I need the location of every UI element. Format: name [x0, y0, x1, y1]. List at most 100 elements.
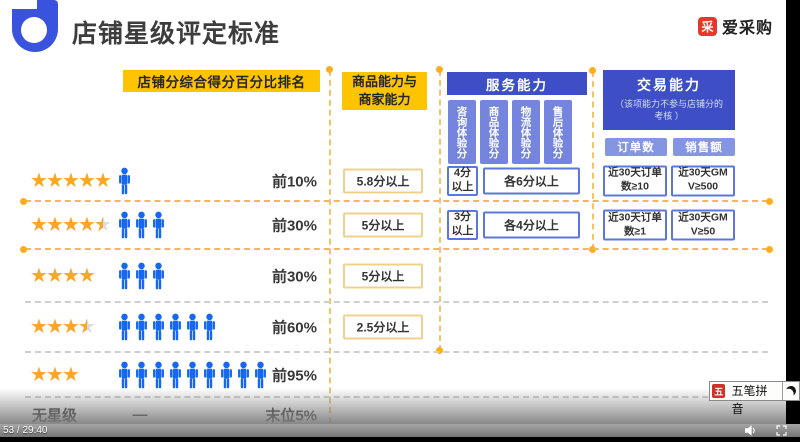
star-icon: ★	[30, 264, 48, 287]
rating-row: ★ ★ ★ ★ ★ ★ 前30% 5分以上 3分以上 各4分以上 近30天订单数≥1 近30天GMV…	[0, 201, 786, 253]
star-icon: ★	[62, 316, 80, 338]
trade-gmv-box: 近30天GMV≥500	[671, 165, 735, 196]
star-icon: ★	[46, 169, 64, 192]
rank-column-header: 店铺分综合得分百分比排名	[123, 70, 320, 92]
service-sub-logistics: 物流体验分	[512, 100, 540, 164]
person-icon	[119, 167, 130, 194]
product-score-box: 5分以上	[343, 212, 423, 238]
dash-mark: —	[132, 406, 148, 424]
half-star-icon: ★ ★	[78, 316, 96, 338]
service-single-box: 4分以上	[447, 165, 478, 196]
service-column-header: 服务能力	[447, 72, 587, 95]
star-icon: ★	[78, 264, 96, 287]
person-icon	[119, 262, 130, 289]
star-icon: ★	[46, 363, 64, 386]
trade-header-note: （该项能力不参与店铺分的考核 ）	[614, 99, 723, 122]
trade-orders-box: 近30天订单数≥10	[603, 165, 667, 196]
ime-moon-button[interactable]	[782, 382, 799, 400]
row-separator	[25, 351, 768, 353]
half-star-fill: ★	[78, 316, 87, 338]
person-icon	[153, 313, 164, 341]
person-icon	[119, 361, 130, 388]
playback-time: 53 / 29:40	[3, 425, 48, 436]
letterbox-right	[786, 0, 800, 437]
service-all-box: 各6分以上	[483, 167, 580, 194]
brand-logo: 采 爱采购	[698, 14, 773, 38]
person-icon	[136, 211, 147, 239]
divider-dot	[436, 66, 443, 73]
column-divider	[329, 70, 331, 433]
half-star-icon: ★ ★	[94, 214, 112, 236]
person-icon	[119, 211, 130, 239]
rank-value: 前30%	[271, 217, 317, 235]
star-icon: ★	[62, 214, 80, 236]
star-icon: ★	[78, 169, 96, 192]
moon-icon	[785, 385, 797, 397]
star-icon: ★	[46, 264, 64, 287]
service-sub-product: 商品体验分	[480, 100, 508, 164]
star-icon: ★	[30, 169, 48, 192]
separator-dot	[766, 198, 773, 205]
person-icon	[153, 361, 164, 388]
trade-sub-orders: 订单数	[605, 138, 667, 156]
row-separator	[25, 200, 768, 202]
column-divider	[592, 71, 594, 250]
rank-value: 前10%	[271, 173, 317, 190]
video-control-bar[interactable]: 53 / 29:40	[0, 424, 800, 437]
star-icon: ★	[62, 363, 80, 386]
service-all-box: 各4分以上	[483, 211, 580, 239]
half-star-fill: ★	[94, 214, 103, 236]
person-icon	[187, 313, 198, 341]
separator-dot	[20, 246, 27, 253]
trade-gmv-box: 近30天GMV≥50	[671, 209, 735, 241]
star-icon: ★	[46, 214, 64, 236]
service-sub-consult: 咨询体验分	[448, 100, 476, 164]
person-icon	[136, 262, 147, 289]
star-rating: ★ ★ ★ ★ ★	[30, 169, 112, 192]
product-score-box: 5分以上	[343, 263, 423, 288]
ime-mode-label[interactable]: 五笔拼音	[727, 382, 783, 416]
rating-row: ★ ★ ★	[0, 352, 786, 398]
letterbox-bottom	[0, 437, 800, 442]
brand-name: 爱采购	[722, 20, 774, 37]
divider-dot	[589, 67, 596, 74]
star-icon: ★	[30, 363, 48, 386]
star-icon: ★	[30, 214, 48, 236]
trade-header-title: 交易能力	[637, 77, 701, 93]
ime-logo-icon[interactable]: 五	[712, 384, 726, 398]
column-divider	[439, 70, 441, 351]
star-icon: ★	[30, 316, 48, 338]
person-icon	[153, 262, 164, 289]
divider-dot	[436, 347, 443, 354]
volume-icon[interactable]	[745, 425, 757, 436]
product-header-line2: 商家能力	[358, 92, 411, 107]
trade-sub-sales: 销售额	[673, 138, 735, 156]
rating-row: ★ ★ ★ ★ ★ 前10% 5.8分以上 4分以上 各6分以上 近30天订单数≥10 近30天G…	[0, 160, 786, 205]
person-count	[118, 211, 165, 240]
ime-toolbar[interactable]: 五 五笔拼音	[709, 381, 800, 416]
star-icon: ★	[62, 169, 80, 192]
star-rating: ★ ★ ★	[30, 363, 80, 386]
slide-logo-icon	[12, 0, 58, 52]
star-icon: ★	[62, 264, 80, 287]
star-icon: ★	[78, 214, 96, 236]
row-separator	[25, 301, 768, 303]
rating-row: ★ ★ ★ ★ 前30% 5分以上	[0, 249, 786, 303]
half-star-base: ★	[78, 316, 96, 338]
person-icon	[136, 361, 147, 388]
trade-orders-box: 近30天订单数≥1	[603, 209, 667, 241]
row-separator	[25, 248, 768, 250]
service-single-box: 3分以上	[447, 210, 478, 240]
service-sub-aftersale: 售后体验分	[544, 100, 572, 164]
aicaigou-icon: 采	[698, 16, 717, 36]
person-icon	[221, 361, 232, 388]
product-score-box: 5.8分以上	[343, 168, 423, 193]
person-icon	[136, 313, 147, 341]
person-icon	[187, 361, 198, 388]
page-title: 店铺星级评定标准	[72, 20, 281, 48]
person-icon	[153, 211, 164, 239]
fullscreen-icon[interactable]	[776, 425, 787, 436]
trade-column-header: 交易能力 （该项能力不参与店铺分的考核 ）	[603, 70, 735, 130]
person-count	[118, 360, 267, 389]
